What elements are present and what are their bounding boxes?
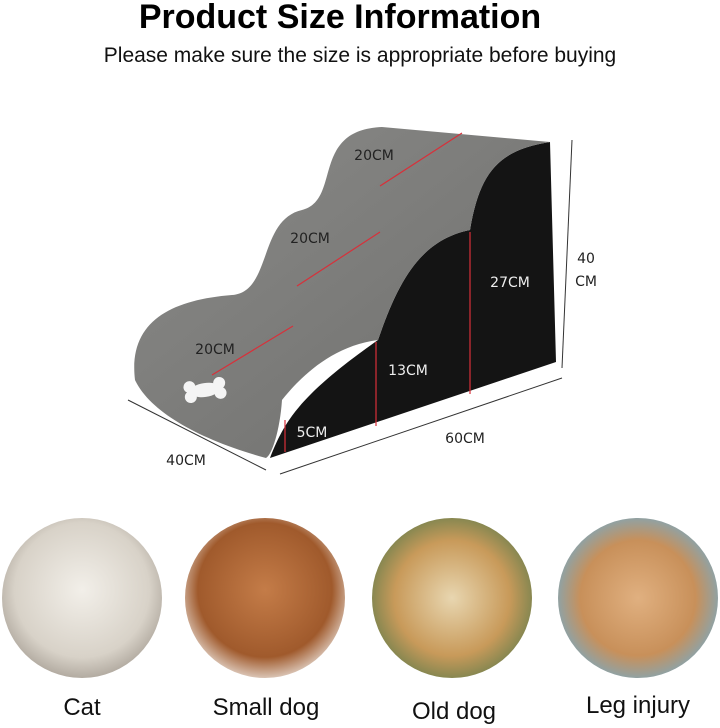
dimension-lines <box>127 139 573 475</box>
small-dog-photo <box>185 518 345 678</box>
use-caption: Old dog <box>412 698 496 725</box>
total-height-label: CM <box>575 274 597 290</box>
step-depth-label: 20CM <box>195 342 235 358</box>
stairs <box>134 127 556 458</box>
use-caption: Cat <box>63 694 101 721</box>
width-label: 40CM <box>166 453 206 469</box>
height-label: 5CM <box>297 425 328 441</box>
step-depth-label: 20CM <box>290 231 330 247</box>
height-label: 13CM <box>388 363 428 379</box>
subtitle: Please make sure the size is appropriate… <box>104 44 616 67</box>
total-height-label: 40 <box>577 251 595 267</box>
measure-lines <box>211 132 471 452</box>
length-label: 60CM <box>445 431 485 447</box>
leg-injury-photo <box>558 518 718 678</box>
use-caption: Small dog <box>213 694 320 721</box>
height-label: 27CM <box>490 275 530 291</box>
title: Product Size Information <box>139 0 541 36</box>
use-caption: Leg injury <box>586 692 690 719</box>
step-depth-label: 20CM <box>354 148 394 164</box>
old-dog-photo <box>372 518 532 678</box>
cat-photo <box>2 518 162 678</box>
